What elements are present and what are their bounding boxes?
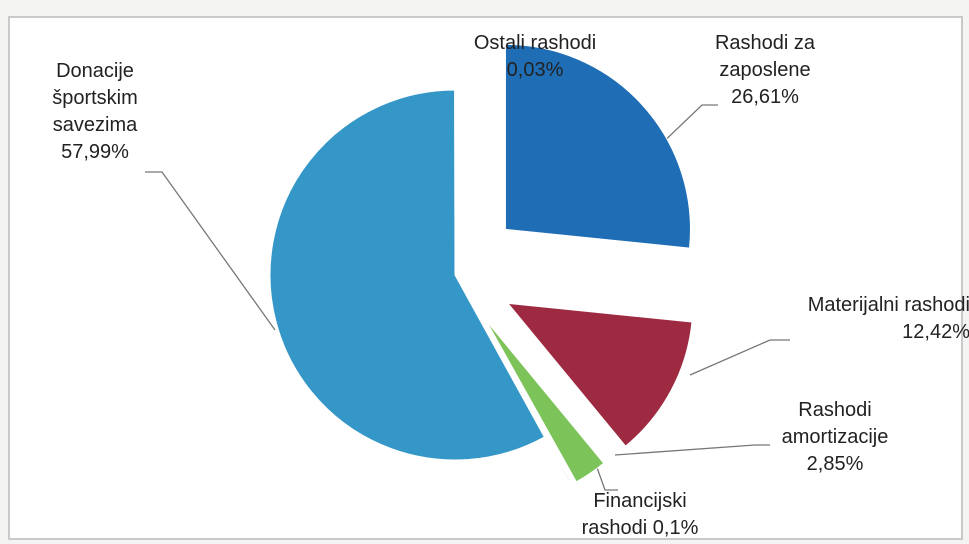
slice-name: Rashodi za zaposlene <box>714 32 816 81</box>
slice-label: Rashodi amortizacije 2,85% <box>765 397 905 478</box>
slice-label: Rashodi za zaposlene 26,61% <box>700 30 830 111</box>
slice-name: Financijski rashodi <box>581 490 687 539</box>
leader-line <box>614 444 770 456</box>
pie-slice <box>506 302 693 447</box>
slice-name: Ostali rashodi <box>473 32 597 54</box>
slice-value: 2,85% <box>806 453 864 475</box>
slice-label: Donacije športskim savezima 57,99% <box>30 58 160 166</box>
pie-slice <box>269 89 546 461</box>
slice-label: Ostali rashodi 0,03% <box>450 30 620 84</box>
pie-slice <box>504 43 691 249</box>
slice-label: Financijski rashodi 0,1% <box>565 488 715 542</box>
slice-value: 26,61% <box>731 86 799 108</box>
slice-name: Donacije športskim savezima <box>52 60 138 136</box>
slice-value: 0,03% <box>506 59 564 81</box>
slice-value: 12,42% <box>902 321 969 343</box>
slice-name: Rashodi amortizacije <box>781 399 889 448</box>
slice-name: Materijalni rashodi <box>807 294 969 316</box>
leader-line <box>654 104 718 151</box>
pie-slice <box>485 320 605 483</box>
leader-lines <box>145 104 790 491</box>
slice-label: Materijalni rashodi 12,42% <box>780 292 969 346</box>
leader-line <box>689 339 790 376</box>
leader-line <box>145 171 276 331</box>
slice-value: 57,99% <box>61 141 129 163</box>
slice-value: 0,1% <box>652 517 699 539</box>
